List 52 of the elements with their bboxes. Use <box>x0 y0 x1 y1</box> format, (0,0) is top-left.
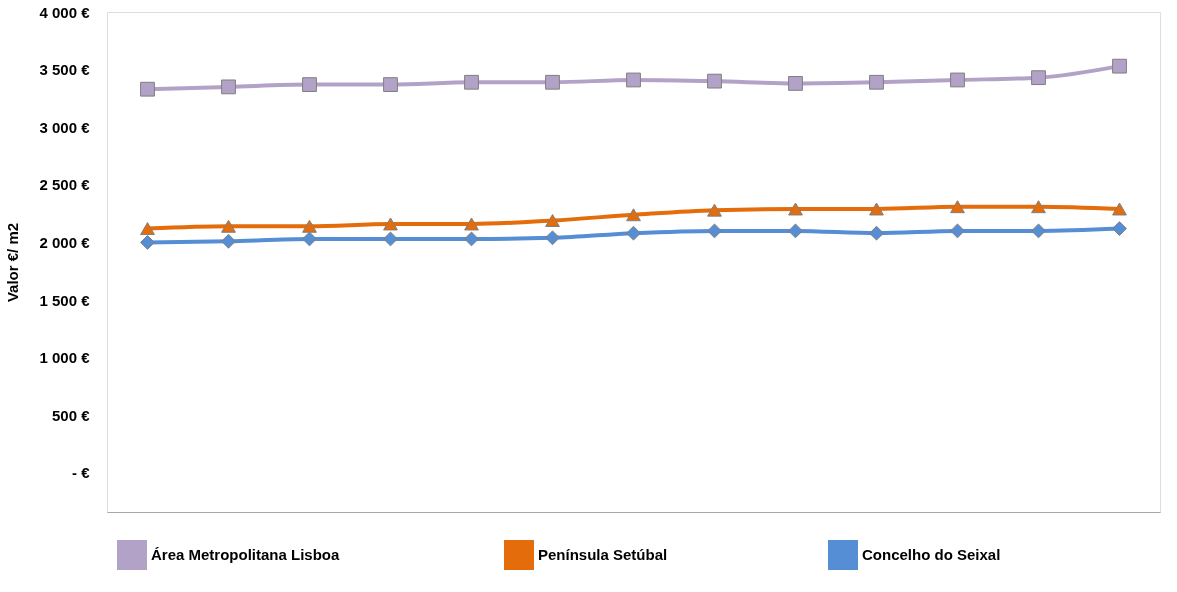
point <box>545 214 560 227</box>
point <box>950 200 965 214</box>
point <box>383 217 398 231</box>
point <box>707 73 722 89</box>
point <box>707 203 722 217</box>
point <box>869 225 884 241</box>
point <box>383 231 398 247</box>
y-tick-label: 1 500 € <box>39 291 91 309</box>
y-tick-label: 4 000 € <box>39 3 91 21</box>
point <box>950 223 965 239</box>
point <box>221 219 236 233</box>
point <box>788 223 803 239</box>
y-tick-label: 500 € <box>51 406 91 424</box>
point <box>545 74 560 90</box>
y-tick-label: 3 000 € <box>39 118 91 136</box>
point <box>302 77 317 92</box>
y-axis-title: Valor €/ m2 <box>4 222 22 303</box>
point <box>221 233 236 249</box>
y-tick-label: 2 500 € <box>39 176 91 194</box>
point <box>1031 200 1046 214</box>
point <box>1112 58 1127 74</box>
point <box>1112 221 1127 236</box>
point <box>140 235 155 250</box>
point <box>221 79 236 95</box>
point <box>140 81 155 97</box>
point <box>302 219 317 233</box>
point <box>302 231 317 247</box>
point <box>140 222 155 236</box>
legend-label: Área Metropolitana Lisboa <box>151 546 341 563</box>
point <box>464 74 479 90</box>
legend-label: Concelho do Seixal <box>862 546 1001 563</box>
point <box>1112 202 1127 216</box>
point <box>626 225 641 241</box>
y-tick-label: - € <box>71 464 91 482</box>
point <box>626 208 641 222</box>
point <box>545 230 560 246</box>
point <box>626 72 641 88</box>
point <box>464 231 479 247</box>
point <box>869 74 884 90</box>
legend-label: Península Setúbal <box>538 546 668 563</box>
y-tick-label: 3 500 € <box>39 61 91 79</box>
point <box>383 77 398 92</box>
point <box>869 202 884 216</box>
point <box>788 202 803 216</box>
y-tick-label: 2 000 € <box>39 233 91 251</box>
point <box>1031 70 1046 86</box>
point <box>950 72 965 88</box>
point <box>707 223 722 239</box>
y-tick-label: 1 000 € <box>39 349 91 367</box>
point <box>788 76 803 91</box>
point <box>464 217 479 231</box>
point <box>1031 223 1046 239</box>
